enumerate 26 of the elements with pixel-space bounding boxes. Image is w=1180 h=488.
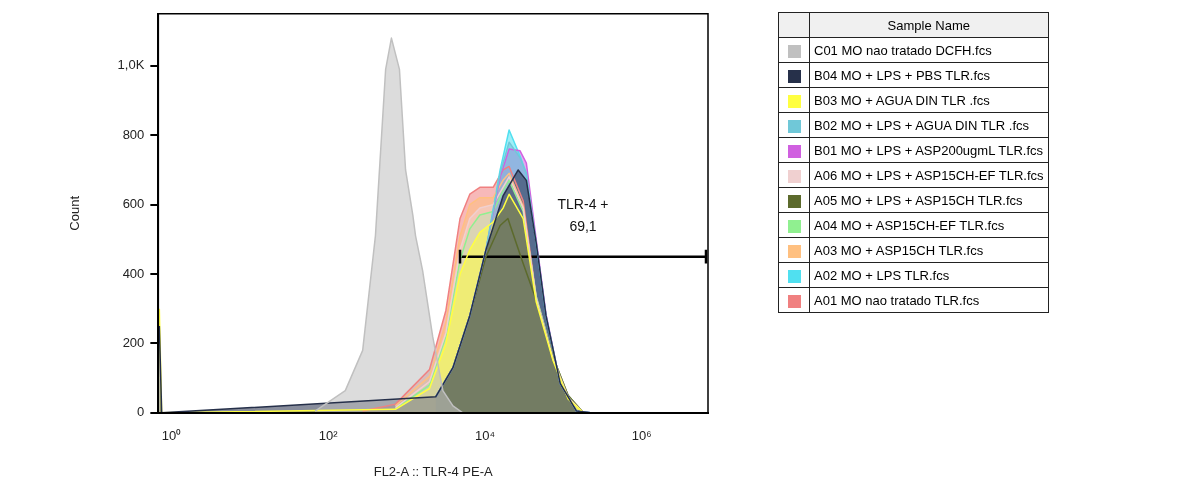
annotation: TLR-4 + xyxy=(557,195,609,212)
x-tick-label: 10⁰ xyxy=(161,428,182,444)
legend-label: B03 MO + AGUA DIN TLR .fcs xyxy=(809,87,1049,113)
legend-label: A05 MO + LPS + ASP15CH TLR.fcs xyxy=(809,187,1049,213)
x-tick-label: 10² xyxy=(318,428,339,444)
legend-label: A01 MO nao tratado TLR.fcs xyxy=(809,287,1049,313)
x-axis-title: FL2-A :: TLR-4 PE-A xyxy=(373,463,493,479)
legend-label: A03 MO + ASP15CH TLR.fcs xyxy=(809,237,1049,263)
y-tick-label: 800 xyxy=(122,126,145,142)
legend-label: C01 MO nao tratado DCFH.fcs xyxy=(809,37,1049,63)
y-tick-label: 400 xyxy=(122,265,145,281)
y-tick-label: 200 xyxy=(122,334,145,350)
x-tick-label: 10⁴ xyxy=(474,428,496,444)
legend-label: B01 MO + LPS + ASP200ugmL TLR.fcs xyxy=(809,137,1049,163)
legend-label: A04 MO + ASP15CH-EF TLR.fcs xyxy=(809,212,1049,238)
legend-label: B04 MO + LPS + PBS TLR.fcs xyxy=(809,62,1049,88)
y-tick-label: 0 xyxy=(137,404,145,420)
y-axis-title: Count xyxy=(67,195,83,231)
y-tick-label: 1,0K xyxy=(117,57,145,73)
legend-title: Sample Name xyxy=(809,12,1049,38)
legend-label: A06 MO + LPS + ASP15CH-EF TLR.fcs xyxy=(809,162,1049,188)
annotation: 69,1 xyxy=(569,217,597,234)
legend-label: A02 MO + LPS TLR.fcs xyxy=(809,262,1049,288)
legend-label: B02 MO + LPS + AGUA DIN TLR .fcs xyxy=(809,112,1049,138)
x-tick-label: 10⁶ xyxy=(631,428,652,444)
y-tick-label: 600 xyxy=(122,196,145,212)
